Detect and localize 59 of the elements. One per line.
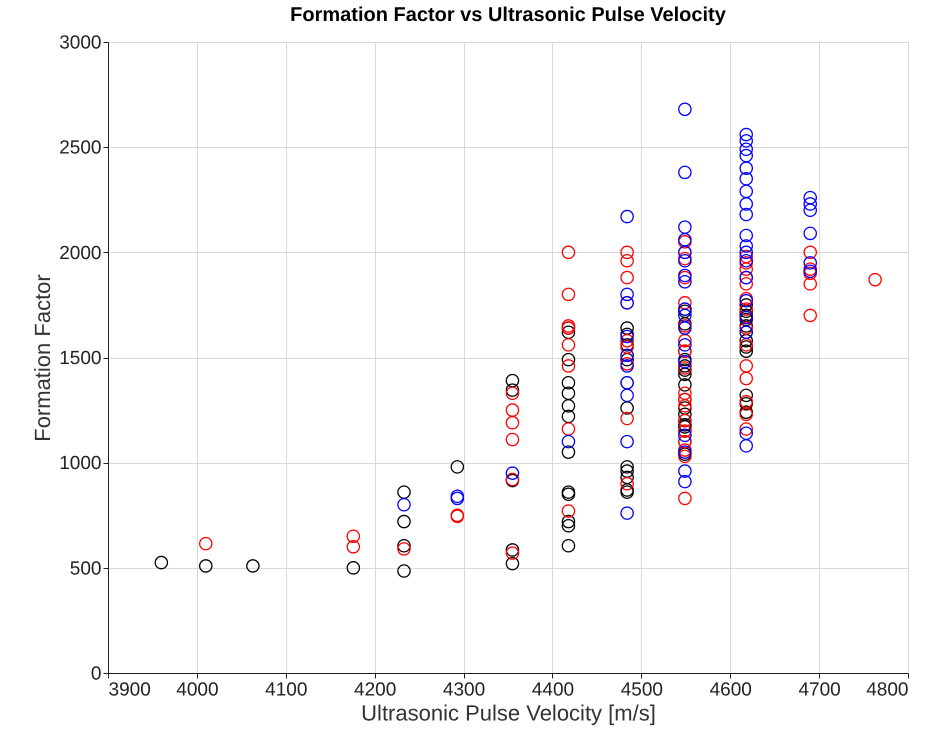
point (678, 474, 692, 488)
chart-title: Formation Factor vs Ultrasonic Pulse Velocity (290, 4, 727, 26)
x-tick-label: 4400 (532, 680, 574, 700)
x-tick-label: 3900 (108, 680, 151, 700)
y-tick-label: 1500 (59, 348, 102, 369)
x-tick-label: 4500 (620, 680, 663, 700)
point (803, 190, 817, 204)
point (739, 254, 753, 268)
point (678, 308, 692, 322)
point (678, 166, 692, 180)
point (678, 102, 692, 116)
point (397, 498, 411, 512)
point (620, 506, 634, 520)
point (739, 148, 753, 162)
point (739, 197, 753, 211)
y-tick-label: 1000 (59, 453, 102, 474)
x-tick-label: 4200 (354, 680, 396, 700)
x-tick-label: 4000 (176, 680, 219, 700)
x-tick-label: 4800 (866, 680, 908, 700)
point (678, 254, 692, 268)
point (739, 239, 753, 253)
x-tick-label: 4700 (798, 680, 841, 700)
y-axis-title: Formation Factor (30, 274, 56, 442)
y-tick-label: 500 (70, 558, 102, 580)
point (620, 288, 634, 302)
point (562, 434, 576, 448)
x-axis-title: Ultrasonic Pulse Velocity [m/s] (361, 700, 656, 726)
point (678, 275, 692, 289)
point (678, 232, 692, 246)
point (739, 208, 753, 222)
x-tick-label: 4300 (442, 680, 486, 700)
y-tick-label: 0 (90, 664, 102, 684)
point (803, 197, 817, 211)
point (620, 434, 634, 448)
point (678, 338, 692, 352)
point (678, 428, 692, 442)
y-tick-label: 3000 (59, 32, 102, 54)
point (620, 388, 634, 402)
y-tick-label: 2500 (59, 138, 102, 159)
point (739, 439, 753, 453)
point (739, 184, 753, 198)
point (678, 220, 692, 234)
point (739, 172, 753, 186)
point (739, 142, 753, 156)
point (739, 134, 753, 148)
point (803, 204, 817, 218)
point (739, 228, 753, 242)
point (739, 128, 753, 142)
point (739, 426, 753, 440)
point (620, 210, 634, 224)
x-tick-label: 4100 (265, 680, 308, 700)
point (739, 246, 753, 260)
y-tick-label: 2000 (59, 242, 102, 264)
point (803, 256, 817, 270)
point (739, 161, 753, 175)
point (803, 226, 817, 240)
point (678, 464, 692, 478)
x-tick-label: 4600 (710, 680, 752, 700)
point (506, 466, 520, 480)
